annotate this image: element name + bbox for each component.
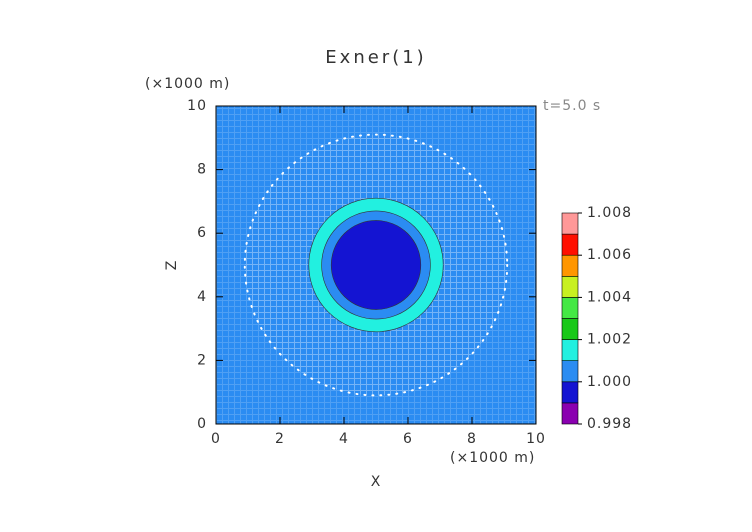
colorbar-bin [561, 339, 579, 362]
contour-region [331, 220, 421, 310]
colorbar-bin [561, 233, 579, 256]
x-tick-label: 6 [403, 431, 413, 447]
y-tick-label: 6 [197, 225, 207, 241]
plot-frame [215, 105, 537, 425]
region-outline [321, 210, 431, 320]
colorbar-bin [561, 360, 579, 383]
x-tick-label: 8 [467, 431, 477, 447]
region-outline [308, 197, 444, 333]
region-outline [330, 220, 422, 310]
colorbar-bin [561, 381, 579, 404]
x-tick-label: 4 [339, 431, 349, 447]
y-unit: (×1000 m) [145, 76, 230, 92]
colorbar-bin [561, 402, 579, 425]
chart-title: Exner(1) [325, 47, 426, 68]
x-unit: (×1000 m) [450, 450, 535, 466]
y-tick-label: 8 [197, 162, 207, 178]
colorbar-label: 0.998 [587, 416, 632, 432]
colorbar-label: 1.008 [587, 205, 632, 221]
y-tick-label: 0 [197, 416, 207, 432]
colorbar-bin [561, 297, 579, 319]
y-tick-label: 2 [197, 352, 207, 368]
colorbar-label: 1.000 [587, 374, 632, 390]
colorbar-bin [561, 275, 579, 298]
time-label: t=5.0 s [543, 98, 601, 114]
y-tick-label: 4 [197, 289, 207, 305]
x-tick-label: 10 [526, 431, 546, 447]
colorbar-label: 1.002 [587, 332, 632, 348]
plot-area [216, 106, 536, 424]
region-outline [243, 133, 509, 397]
colorbar-bin [561, 318, 579, 340]
colorbar-bin [561, 212, 579, 235]
y-axis-label: Z [164, 260, 180, 271]
colorbar-label: 1.006 [587, 247, 632, 263]
colorbar-bin [561, 254, 579, 277]
x-axis-label: X [371, 474, 382, 490]
overlay: 0 2 4 6 8 10 0 2 4 6 8 10 0.998 1.000 1.002 1.004 1.006 1… [187, 98, 632, 447]
y-tick-label: 10 [187, 98, 207, 114]
x-tick-label: 0 [211, 431, 221, 447]
colorbar-label: 1.004 [587, 289, 632, 305]
x-tick-label: 2 [275, 431, 285, 447]
